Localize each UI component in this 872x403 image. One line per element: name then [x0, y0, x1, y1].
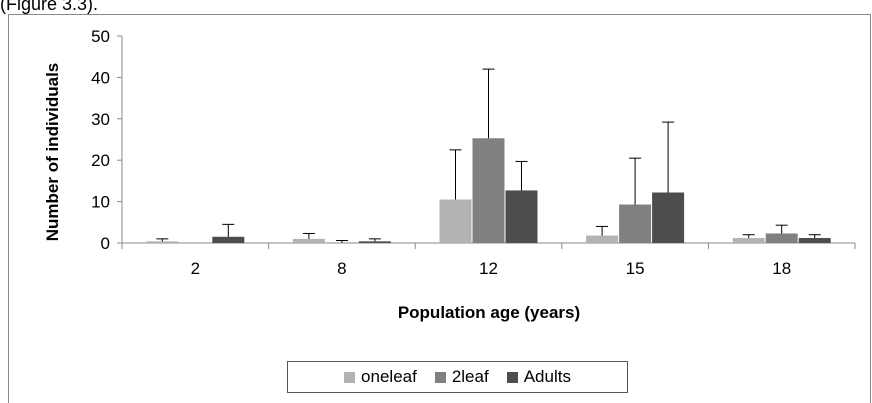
bar-oneleaf-8 [292, 238, 325, 243]
legend-swatch [434, 371, 446, 383]
chart-frame [8, 14, 871, 403]
bar-Adults-18 [798, 238, 831, 243]
bar-2leaf-18 [765, 233, 798, 243]
bar-Adults-8 [358, 241, 391, 243]
bar-Adults-15 [652, 192, 685, 243]
y-tick-label: 50 [91, 27, 110, 46]
legend-item-oneleaf: oneleaf [344, 367, 417, 387]
bar-oneleaf-2 [146, 241, 179, 243]
x-tick-label: 8 [337, 259, 346, 278]
bar-oneleaf-12 [439, 199, 472, 243]
y-tick-label: 20 [91, 151, 110, 170]
legend-swatch [344, 371, 356, 383]
error-bars-layer [156, 68, 821, 243]
x-axis-title: Population age (years) [398, 303, 580, 322]
bar-oneleaf-15 [586, 235, 619, 243]
x-tick-label: 15 [626, 259, 645, 278]
bar-2leaf-15 [619, 204, 652, 243]
x-tick-label: 18 [772, 259, 791, 278]
bar-2leaf-12 [472, 138, 505, 243]
legend-item-2leaf: 2leaf [434, 367, 489, 387]
legend: oneleaf 2leaf Adults [287, 361, 628, 393]
bars-layer [146, 138, 831, 243]
y-tick-label: 0 [101, 234, 110, 253]
legend-item-Adults: Adults [506, 367, 571, 387]
legend-label: 2leaf [451, 367, 489, 386]
bar-Adults-12 [505, 190, 538, 243]
y-tick-label: 10 [91, 193, 110, 212]
legend-swatch [506, 371, 518, 383]
legend-label: Adults [523, 367, 571, 386]
x-tick-label: 12 [479, 259, 498, 278]
top-caption: (Figure 3.3). [0, 0, 99, 14]
bar-Adults-2 [212, 236, 245, 243]
x-tick-label: 2 [191, 259, 200, 278]
y-tick-label: 40 [91, 68, 110, 87]
legend-label: oneleaf [361, 367, 417, 386]
y-tick-label: 30 [91, 110, 110, 129]
y-axis-title: Number of individuals [43, 63, 62, 242]
bar-oneleaf-18 [732, 238, 765, 243]
